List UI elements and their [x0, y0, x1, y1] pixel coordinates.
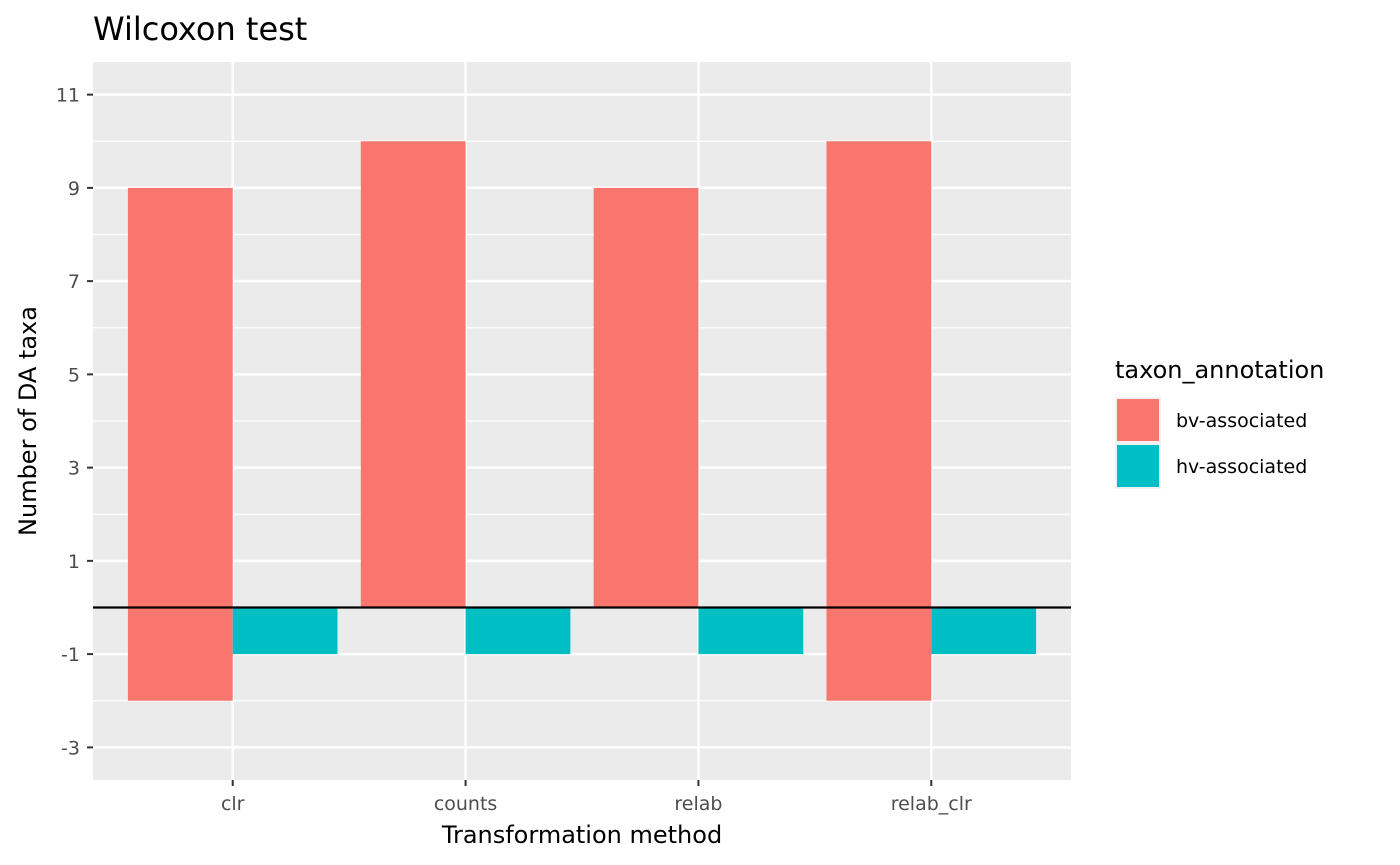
y-tick-label: 7 — [68, 271, 80, 293]
bar-hv-associated-relab-negative — [698, 607, 804, 655]
bar-bv-associated-relab-positive — [593, 187, 699, 608]
legend-swatch-hv-associated — [1117, 445, 1159, 487]
chart-title: Wilcoxon test — [93, 10, 307, 48]
x-tick-label: clr — [221, 793, 245, 815]
y-tick-label: 5 — [68, 364, 80, 386]
bar-bv-associated-relab_clr-negative — [826, 607, 932, 701]
y-tick-label: 9 — [68, 178, 80, 200]
x-axis: clr counts relab relab_clr — [221, 780, 972, 815]
y-tick-label: -1 — [61, 644, 80, 666]
legend-title: taxon_annotation — [1115, 356, 1324, 384]
bar-bv-associated-clr-negative — [127, 607, 233, 701]
legend-swatch-bv-associated — [1117, 399, 1159, 441]
x-tick-label: relab_clr — [891, 793, 972, 815]
bar-hv-associated-relab_clr-negative — [931, 607, 1037, 655]
bar-hv-associated-clr-negative — [232, 607, 338, 655]
bar-bv-associated-counts-positive — [360, 141, 466, 608]
y-tick-label: 3 — [68, 458, 80, 480]
legend-label-hv-associated: hv-associated — [1176, 456, 1307, 478]
x-tick-label: relab — [674, 793, 722, 815]
x-tick-label: counts — [434, 793, 498, 815]
bars — [127, 141, 1037, 701]
y-tick-label: 1 — [68, 551, 80, 573]
y-tick-label: 11 — [56, 85, 80, 107]
y-tick-label: -3 — [61, 737, 80, 759]
x-axis-title: Transformation method — [441, 821, 722, 849]
y-axis-title: Number of DA taxa — [14, 306, 42, 536]
y-axis: 11 9 7 5 3 1 -1 -3 — [56, 85, 93, 759]
legend-label-bv-associated: bv-associated — [1176, 410, 1307, 432]
legend: taxon_annotation bv-associated hv-associa… — [1115, 356, 1324, 489]
bar-bv-associated-clr-positive — [127, 187, 233, 608]
bar-bv-associated-relab_clr-positive — [826, 141, 932, 608]
bar-hv-associated-counts-negative — [465, 607, 571, 655]
